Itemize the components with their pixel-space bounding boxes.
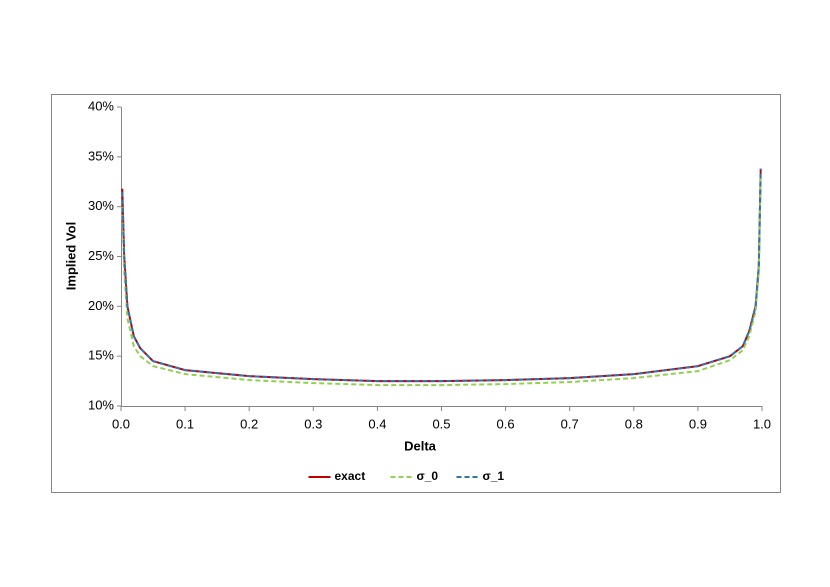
legend-label: σ_1 — [483, 469, 505, 483]
y-tick-label: 25% — [88, 248, 114, 263]
y-tick-label: 40% — [88, 98, 114, 113]
x-tick-label: 1.0 — [753, 416, 771, 431]
y-tick-label: 15% — [88, 348, 114, 363]
y-tick-label: 35% — [88, 148, 114, 163]
x-tick-label: 0.8 — [625, 416, 643, 431]
legend-label: exact — [335, 469, 366, 483]
x-tick-label: 0.4 — [368, 416, 386, 431]
x-tick-label: 0.1 — [176, 416, 194, 431]
x-tick-label: 0.2 — [240, 416, 258, 431]
x-axis-title: Delta — [404, 438, 437, 453]
y-tick-label: 20% — [88, 298, 114, 313]
x-tick-label: 0.7 — [561, 416, 579, 431]
x-tick-label: 0.5 — [432, 416, 450, 431]
x-tick-label: 0.9 — [689, 416, 707, 431]
y-tick-label: 30% — [88, 198, 114, 213]
x-tick-label: 0.3 — [304, 416, 322, 431]
x-tick-label: 0.0 — [112, 416, 130, 431]
legend-label: σ_0 — [417, 469, 439, 483]
chart-frame — [51, 94, 781, 493]
series-line — [121, 168, 762, 383]
y-tick-label: 10% — [88, 397, 114, 412]
series-line — [121, 176, 762, 387]
y-axis-title: Implied Vol — [63, 222, 78, 290]
x-tick-label: 0.6 — [497, 416, 515, 431]
